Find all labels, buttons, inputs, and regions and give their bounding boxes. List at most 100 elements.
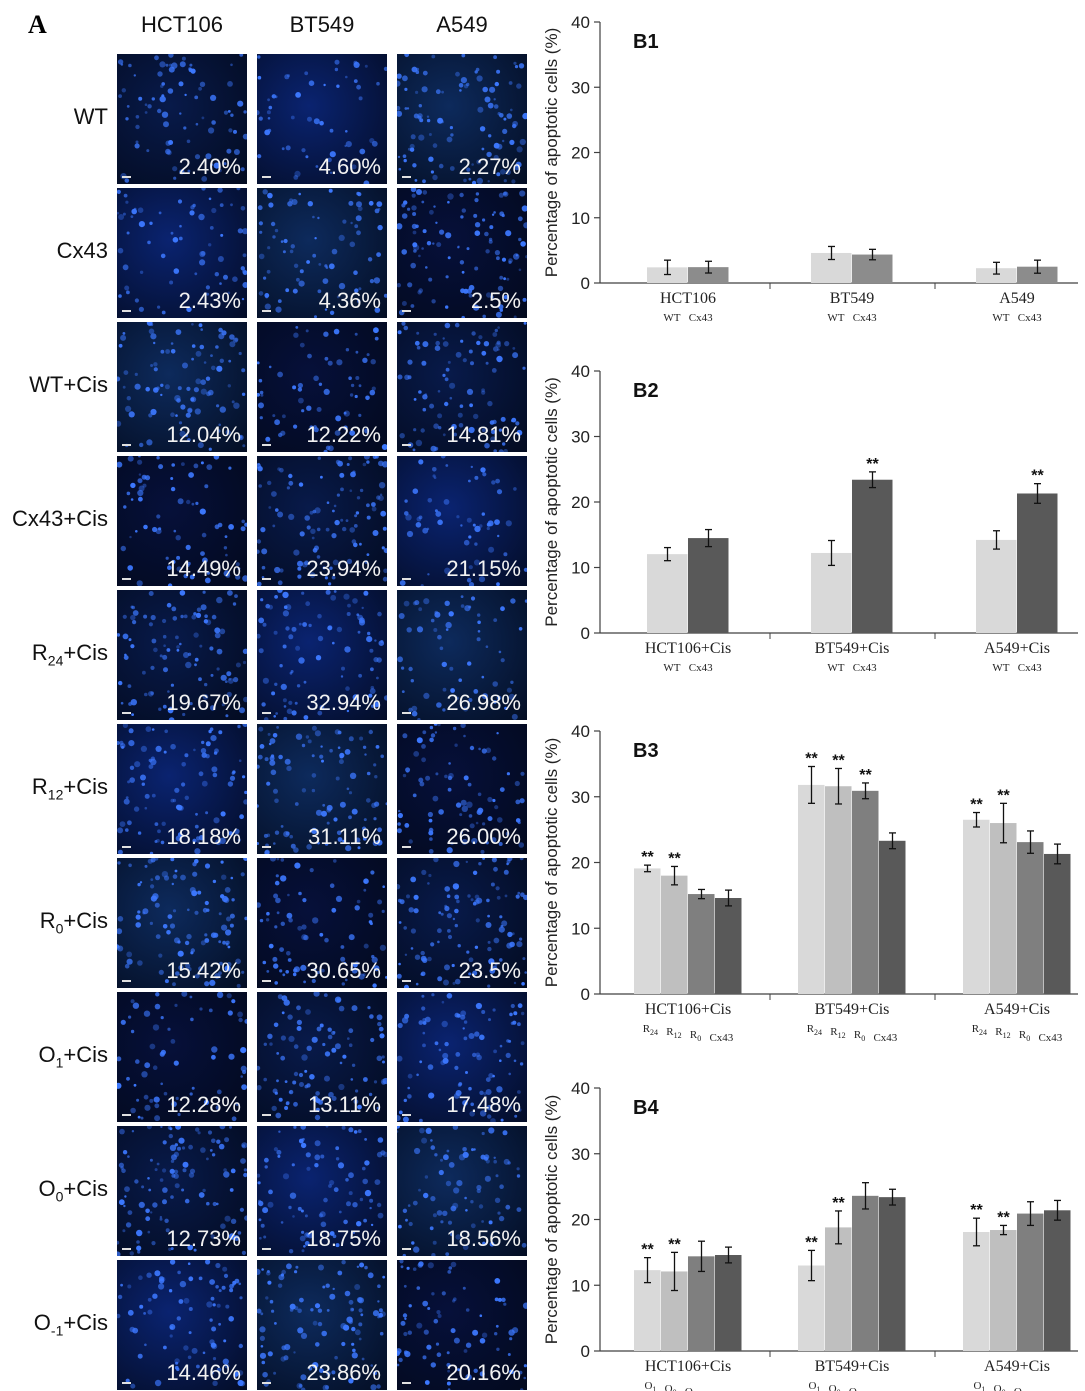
scale-bar xyxy=(402,444,411,446)
scale-bar xyxy=(122,980,131,982)
nuclei-dots xyxy=(257,590,387,720)
y-tick-label: 40 xyxy=(571,13,590,32)
nuclei-dots xyxy=(117,188,247,315)
y-axis-title: Percentage of apoptotic cells (%) xyxy=(542,28,561,277)
bar xyxy=(688,1256,715,1351)
bar xyxy=(688,538,729,633)
scale-bar xyxy=(402,176,411,178)
x-group-label: A549+Cis xyxy=(984,1001,1050,1018)
apoptosis-percentage: 13.11% xyxy=(308,1092,381,1117)
x-group-label: BT549+Cis xyxy=(815,640,890,657)
apoptosis-percentage: 14.49% xyxy=(166,556,241,581)
panel-a-letter: A xyxy=(28,10,47,39)
row-label-base: O xyxy=(38,1176,56,1201)
x-group-label: A549+Cis xyxy=(984,1358,1050,1375)
y-tick-label: 10 xyxy=(571,1276,590,1295)
nuclei-dots xyxy=(397,54,527,184)
nuclei-dots xyxy=(397,188,527,318)
bar xyxy=(647,267,688,283)
bar xyxy=(1017,842,1044,994)
x-series-labels: O1 O0 O-1 Cx43 xyxy=(808,1380,896,1391)
bar xyxy=(688,267,729,283)
nuclei-dots xyxy=(257,456,387,586)
microscopy-image: 30.65% xyxy=(257,858,387,988)
x-series-labels: WT Cx43 xyxy=(827,312,877,324)
x-series-labels: R24 R12 R0 Cx43 xyxy=(643,1023,734,1044)
x-series-labels: WT Cx43 xyxy=(827,662,877,674)
row-label-subscript: 12 xyxy=(47,786,64,803)
apoptosis-percentage: 18.75% xyxy=(306,1226,381,1251)
nuclei-dots xyxy=(397,1260,527,1390)
significance-marker: ** xyxy=(668,850,681,867)
nuclei-dots xyxy=(399,456,527,586)
nuclei-dots xyxy=(117,1126,247,1256)
nuclei-dots xyxy=(117,590,247,720)
scale-bar xyxy=(262,846,271,848)
y-tick-label: 0 xyxy=(581,1342,590,1361)
significance-marker: ** xyxy=(805,1234,818,1251)
apoptosis-percentage: 31.11% xyxy=(308,824,381,849)
row-label: R12+Cis xyxy=(0,774,108,802)
row-label-base: R xyxy=(31,774,48,799)
microscopy-image: 12.73% xyxy=(117,1126,247,1256)
scale-bar xyxy=(122,310,131,312)
scale-bar xyxy=(402,1114,411,1116)
microscopy-image: 2.5% xyxy=(397,188,527,318)
apoptosis-percentage: 12.22% xyxy=(306,422,381,447)
row-label: O1+Cis xyxy=(0,1042,108,1070)
scale-bar xyxy=(262,980,271,982)
scale-bar xyxy=(122,1114,131,1116)
y-tick-label: 40 xyxy=(571,362,590,381)
row-label: R24+Cis xyxy=(0,640,108,668)
apoptosis-percentage: 26.98% xyxy=(446,690,521,715)
apoptosis-percentage: 32.94% xyxy=(306,690,381,715)
y-tick-label: 40 xyxy=(571,722,590,741)
nuclei-dots xyxy=(257,326,387,452)
bar xyxy=(715,898,742,994)
apoptosis-percentage: 14.46% xyxy=(166,1360,241,1385)
microscopy-image: 4.60% xyxy=(257,54,387,184)
apoptosis-percentage: 21.15% xyxy=(446,556,521,581)
microscopy-image: 2.27% xyxy=(397,54,527,184)
microscopy-image: 14.46% xyxy=(117,1260,247,1390)
scale-bar xyxy=(122,1382,131,1384)
microscopy-image: 23.5% xyxy=(397,858,527,988)
y-tick-label: 10 xyxy=(571,919,590,938)
microscopy-image: 13.11% xyxy=(257,992,387,1122)
bar xyxy=(1044,1210,1071,1351)
microscopy-image: 18.75% xyxy=(257,1126,387,1256)
y-axis-title: Percentage of apoptotic cells (%) xyxy=(542,377,561,626)
nuclei-dots xyxy=(397,858,527,988)
microscopy-image: 4.36% xyxy=(257,188,387,318)
nuclei-dots xyxy=(117,54,247,183)
bar xyxy=(963,819,990,994)
bar xyxy=(1017,1213,1044,1351)
microscopy-image: 31.11% xyxy=(257,724,387,854)
microscopy-image: 14.49% xyxy=(117,456,247,586)
scale-bar xyxy=(402,1248,411,1250)
row-label-base: R xyxy=(39,908,56,933)
apoptosis-percentage: 23.5% xyxy=(458,958,521,983)
nuclei-dots xyxy=(117,992,247,1122)
significance-marker: ** xyxy=(641,1242,654,1259)
row-label-subscript: -1 xyxy=(50,1322,64,1339)
y-tick-label: 0 xyxy=(581,624,590,643)
bar xyxy=(879,1197,906,1351)
apoptosis-percentage: 20.16% xyxy=(446,1360,521,1385)
microscopy-image: 23.94% xyxy=(257,456,387,586)
y-tick-label: 30 xyxy=(571,1145,590,1164)
row-label-base: Cx43 xyxy=(56,238,108,263)
significance-marker: ** xyxy=(641,849,654,866)
x-series-labels: WT Cx43 xyxy=(992,312,1042,324)
x-series-labels: R24 R12 R0 Cx43 xyxy=(972,1023,1063,1044)
scale-bar xyxy=(402,310,411,312)
microscopy-image: 26.00% xyxy=(397,724,527,854)
bar xyxy=(852,1195,879,1351)
row-label-suffix: +Cis xyxy=(63,1176,108,1201)
scale-bar xyxy=(262,1248,271,1250)
nuclei-dots xyxy=(397,724,525,854)
column-header: BT549 xyxy=(289,12,355,37)
x-series-labels: O1 O0 O-1 Cx43 xyxy=(973,1380,1061,1391)
significance-marker: ** xyxy=(866,456,879,473)
apoptosis-percentage: 30.65% xyxy=(306,958,381,983)
